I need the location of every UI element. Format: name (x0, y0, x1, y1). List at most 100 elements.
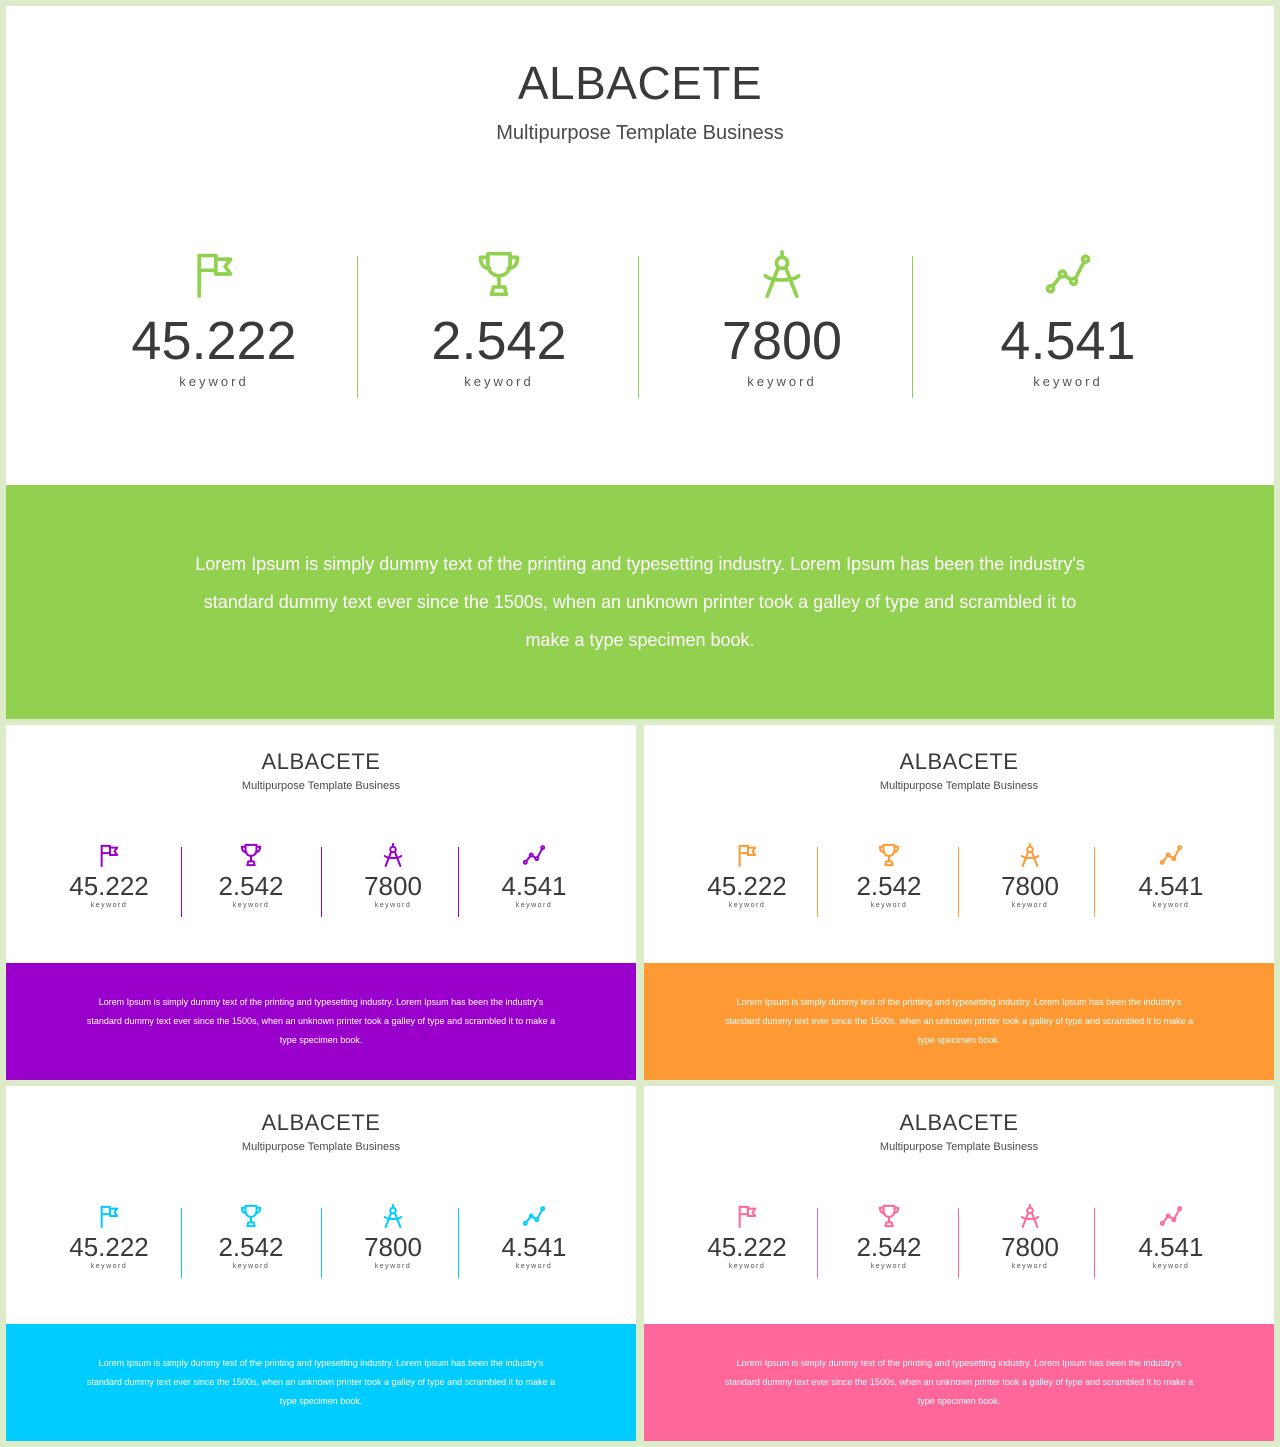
stat-value: 2.542 (218, 871, 284, 901)
compass-icon (662, 250, 902, 300)
stat-label: keyword (374, 1263, 412, 1270)
flag-icon (682, 843, 812, 867)
compass-icon (965, 1204, 1095, 1228)
stat-item: 4.541 keyword (1106, 843, 1236, 909)
stat-label: keyword (1033, 374, 1103, 389)
stat-label: keyword (90, 902, 128, 909)
stat-label: keyword (1152, 1263, 1190, 1270)
stat-item: 4.541 keyword (948, 250, 1188, 389)
stat-value: 4.541 (501, 1232, 567, 1262)
accent-band: Lorem Ipsum is simply dummy text of the … (6, 963, 636, 1080)
divider (458, 847, 459, 917)
variant-slide-orange: ALBACETE Multipurpose Template Business … (644, 725, 1274, 1080)
stat-item: 2.542 keyword (186, 843, 316, 909)
stat-item: 45.222 keyword (44, 843, 174, 909)
line-chart-icon (948, 250, 1188, 300)
stat-label: keyword (870, 1263, 908, 1270)
divider (321, 1208, 322, 1278)
accent-band: Lorem Ipsum is simply dummy text of the … (6, 1324, 636, 1441)
stat-item: 7800 keyword (965, 843, 1095, 909)
stat-item: 2.542 keyword (186, 1204, 316, 1270)
trophy-icon (824, 843, 954, 867)
stats-row: 45.222 keyword 2.542 keyword 7800 keywor… (6, 843, 636, 923)
stat-item: 2.542 keyword (824, 1204, 954, 1270)
slide-subtitle: Multipurpose Template Business (879, 780, 1039, 792)
divider (357, 256, 358, 398)
line-chart-icon (469, 1204, 599, 1228)
stat-value: 4.541 (501, 871, 567, 901)
stat-item: 7800 keyword (662, 250, 902, 389)
slide-subtitle: Multipurpose Template Business (879, 1141, 1039, 1153)
divider (1094, 847, 1095, 917)
slide-title: ALBACETE (517, 57, 763, 109)
accent-band: Lorem Ipsum is simply dummy text of the … (6, 485, 1274, 719)
divider (181, 847, 182, 917)
body-text: Lorem Ipsum is simply dummy text of the … (724, 997, 1194, 1045)
stat-item: 45.222 keyword (44, 1204, 174, 1270)
divider (638, 256, 639, 398)
main-slide: ALBACETE Multipurpose Template Business … (6, 6, 1274, 719)
stat-label: keyword (464, 374, 534, 389)
stat-item: 2.542 keyword (379, 250, 619, 389)
stat-value: 4.541 (1138, 871, 1204, 901)
stat-label: keyword (870, 902, 908, 909)
stat-label: keyword (728, 1263, 766, 1270)
stat-label: keyword (232, 902, 270, 909)
divider (912, 256, 913, 398)
stat-label: keyword (747, 374, 817, 389)
divider (458, 1208, 459, 1278)
stat-value: 2.542 (856, 871, 922, 901)
stat-value: 45.222 (69, 871, 149, 901)
stat-item: 4.541 keyword (469, 1204, 599, 1270)
trophy-icon (186, 1204, 316, 1228)
stat-label: keyword (179, 374, 249, 389)
accent-band: Lorem Ipsum is simply dummy text of the … (644, 963, 1274, 1080)
flag-icon (44, 843, 174, 867)
flag-icon (94, 250, 334, 300)
stat-label: keyword (1011, 902, 1049, 909)
body-text: Lorem Ipsum is simply dummy text of the … (86, 997, 556, 1045)
body-text: Lorem Ipsum is simply dummy text of the … (724, 1358, 1194, 1406)
stats-row: 45.222 keyword 2.542 keyword 7800 keywor… (6, 250, 1274, 400)
slide-title: ALBACETE (899, 749, 1019, 774)
slide-subtitle: Multipurpose Template Business (496, 122, 784, 144)
stat-value: 45.222 (69, 1232, 149, 1262)
stat-value: 2.542 (218, 1232, 284, 1262)
stat-value: 7800 (1001, 1232, 1059, 1262)
stat-value: 45.222 (131, 311, 297, 371)
stat-label: keyword (374, 902, 412, 909)
stat-item: 45.222 keyword (682, 1204, 812, 1270)
stat-item: 2.542 keyword (824, 843, 954, 909)
stat-item: 7800 keyword (328, 1204, 458, 1270)
stats-row: 45.222 keyword 2.542 keyword 7800 keywor… (6, 1204, 636, 1284)
line-chart-icon (1106, 1204, 1236, 1228)
stat-label: keyword (1152, 902, 1190, 909)
body-text: Lorem Ipsum is simply dummy text of the … (86, 1358, 556, 1406)
variant-slide-purple: ALBACETE Multipurpose Template Business … (6, 725, 636, 1080)
stat-value: 7800 (364, 871, 422, 901)
stat-value: 45.222 (707, 1232, 787, 1262)
stat-label: keyword (90, 1263, 128, 1270)
slide-title: ALBACETE (261, 1110, 381, 1135)
divider (181, 1208, 182, 1278)
stat-label: keyword (232, 1263, 270, 1270)
stat-item: 7800 keyword (328, 843, 458, 909)
flag-icon (44, 1204, 174, 1228)
trophy-icon (824, 1204, 954, 1228)
stat-value: 4.541 (1138, 1232, 1204, 1262)
slide-title: ALBACETE (899, 1110, 1019, 1135)
stats-row: 45.222 keyword 2.542 keyword 7800 keywor… (644, 843, 1274, 923)
body-text: Lorem Ipsum is simply dummy text of the … (195, 554, 1085, 650)
divider (321, 847, 322, 917)
compass-icon (328, 1204, 458, 1228)
stat-label: keyword (515, 902, 553, 909)
divider (958, 847, 959, 917)
stat-item: 7800 keyword (965, 1204, 1095, 1270)
slide-subtitle: Multipurpose Template Business (241, 1141, 401, 1153)
divider (817, 847, 818, 917)
stat-label: keyword (1011, 1263, 1049, 1270)
divider (817, 1208, 818, 1278)
stat-value: 2.542 (856, 1232, 922, 1262)
stat-value: 45.222 (707, 871, 787, 901)
divider (958, 1208, 959, 1278)
